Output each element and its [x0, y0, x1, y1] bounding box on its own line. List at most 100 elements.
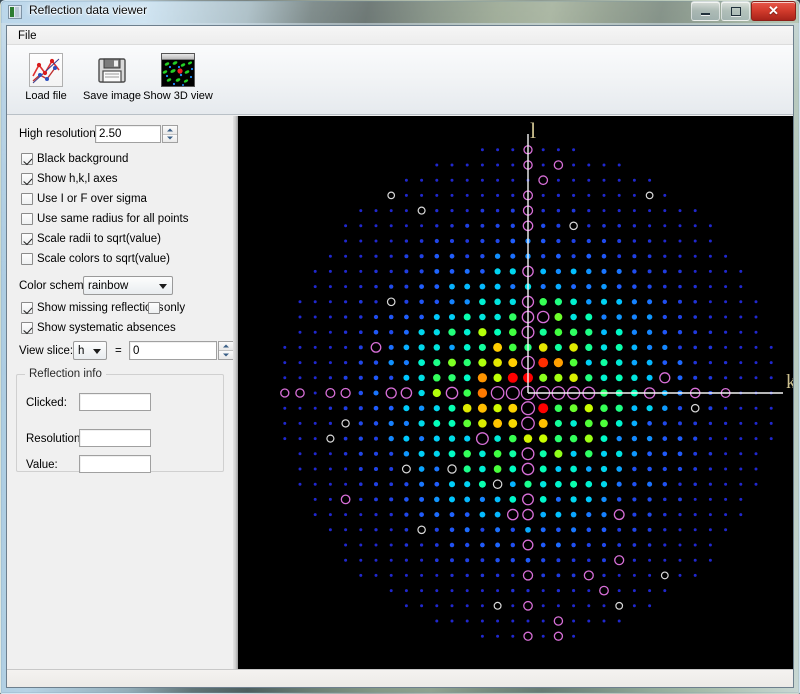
reflection-marker[interactable] [328, 254, 332, 258]
reflection-marker[interactable] [495, 542, 501, 548]
reflection-marker[interactable] [328, 330, 332, 334]
reflection-marker[interactable] [434, 466, 440, 472]
reflection-marker[interactable] [739, 300, 743, 304]
reflection-marker[interactable] [463, 344, 471, 351]
reflection-marker[interactable] [632, 284, 637, 289]
reflection-marker[interactable] [585, 480, 593, 488]
reflection-marker[interactable] [493, 404, 502, 413]
reflection-marker[interactable] [373, 314, 379, 320]
reflection-marker[interactable] [433, 405, 440, 412]
reflection-marker[interactable] [572, 634, 576, 638]
reflection-marker[interactable] [739, 452, 743, 456]
reflection-marker[interactable] [540, 527, 546, 533]
reflection-marker[interactable] [435, 178, 439, 182]
reflection-marker[interactable] [435, 573, 439, 577]
reflection-marker[interactable] [678, 209, 682, 213]
reflection-marker[interactable] [602, 558, 606, 563]
reflection-marker[interactable] [601, 329, 607, 336]
reflection-marker[interactable] [600, 450, 608, 457]
reflection-marker[interactable] [448, 328, 456, 336]
reflection-marker[interactable] [617, 193, 621, 197]
checkbox-scale-radii-box[interactable] [21, 233, 33, 245]
reflection-marker[interactable] [419, 512, 424, 517]
reflection-marker[interactable] [554, 449, 563, 458]
reflection-marker[interactable] [662, 314, 667, 320]
reflection-marker[interactable] [693, 209, 697, 213]
reflection-marker[interactable] [556, 223, 561, 228]
reflection-marker[interactable] [313, 330, 317, 334]
reflection-marker[interactable] [344, 345, 348, 349]
reflection-marker[interactable] [328, 528, 332, 532]
reflection-marker[interactable] [511, 588, 515, 593]
reflection-marker[interactable] [496, 589, 500, 593]
reflection-marker[interactable] [511, 634, 515, 638]
reflection-marker[interactable] [769, 421, 773, 425]
reflection-marker[interactable] [404, 209, 408, 213]
reflection-marker[interactable] [358, 330, 363, 335]
reflection-marker[interactable] [647, 284, 652, 289]
reflection-marker[interactable] [478, 480, 486, 488]
reflection-marker[interactable] [541, 619, 545, 623]
reflection-marker[interactable] [435, 208, 439, 213]
reflection-marker[interactable] [433, 344, 441, 351]
reflection-marker[interactable] [404, 239, 409, 243]
reflection-marker[interactable] [678, 299, 682, 304]
reflection-marker[interactable] [298, 300, 302, 304]
reflection-marker[interactable] [617, 224, 621, 228]
reflection-marker[interactable] [480, 223, 485, 228]
checkbox-show-missing-reflections-box[interactable] [21, 302, 33, 314]
reflection-marker[interactable] [449, 542, 455, 548]
reflection-marker[interactable] [358, 451, 363, 456]
reflection-marker[interactable] [359, 558, 363, 562]
reflection-marker[interactable] [493, 418, 503, 428]
missing-reflection-marker[interactable] [325, 387, 336, 399]
reflection-marker[interactable] [480, 573, 485, 578]
reflection-marker[interactable] [419, 299, 424, 305]
missing-reflection-marker[interactable] [385, 387, 397, 399]
reflection-marker[interactable] [450, 224, 454, 228]
reflection-marker[interactable] [374, 528, 378, 532]
reflection-marker[interactable] [283, 345, 287, 349]
reflection-marker[interactable] [587, 589, 591, 593]
reflection-marker[interactable] [511, 148, 515, 152]
reflection-marker[interactable] [540, 238, 546, 244]
reflection-marker[interactable] [555, 496, 561, 502]
reflection-marker[interactable] [298, 437, 302, 441]
reflection-marker[interactable] [494, 496, 501, 503]
reflection-marker[interactable] [662, 405, 668, 411]
reflection-marker[interactable] [434, 512, 440, 518]
reflection-marker[interactable] [328, 345, 332, 349]
reflection-marker[interactable] [631, 359, 638, 366]
reflection-marker[interactable] [572, 619, 576, 623]
reflection-marker[interactable] [404, 573, 408, 577]
reflection-marker[interactable] [448, 481, 456, 488]
reflection-marker[interactable] [678, 421, 682, 426]
reflection-marker[interactable] [359, 513, 363, 517]
reflection-marker[interactable] [389, 589, 393, 593]
missing-reflection-marker[interactable] [536, 310, 550, 324]
reflection-marker[interactable] [418, 389, 425, 397]
missing-reflection-marker[interactable] [475, 432, 489, 446]
reflection-marker[interactable] [632, 466, 637, 472]
reflection-marker[interactable] [496, 148, 500, 152]
reflection-marker[interactable] [526, 619, 530, 623]
reflection-marker[interactable] [359, 209, 363, 213]
checkbox-scale-colors-box[interactable] [21, 253, 33, 265]
reflection-marker[interactable] [464, 527, 470, 533]
reflection-marker[interactable] [510, 542, 516, 548]
reflection-marker[interactable] [524, 480, 532, 488]
reflection-marker[interactable] [509, 450, 517, 458]
reflection-marker[interactable] [663, 209, 667, 213]
reflection-marker[interactable] [693, 528, 697, 532]
reflection-marker[interactable] [538, 403, 549, 414]
reflection-marker[interactable] [344, 528, 348, 532]
reflection-marker[interactable] [708, 224, 712, 228]
reflection-marker[interactable] [462, 403, 472, 413]
panel-splitter[interactable] [233, 116, 238, 669]
systematic-absence-marker[interactable] [326, 434, 335, 443]
reflection-plot[interactable]: l k [238, 116, 793, 669]
reflection-marker[interactable] [358, 390, 364, 396]
reflection-marker[interactable] [539, 496, 547, 503]
reflection-marker[interactable] [359, 224, 363, 228]
systematic-absence-marker[interactable] [660, 571, 669, 580]
